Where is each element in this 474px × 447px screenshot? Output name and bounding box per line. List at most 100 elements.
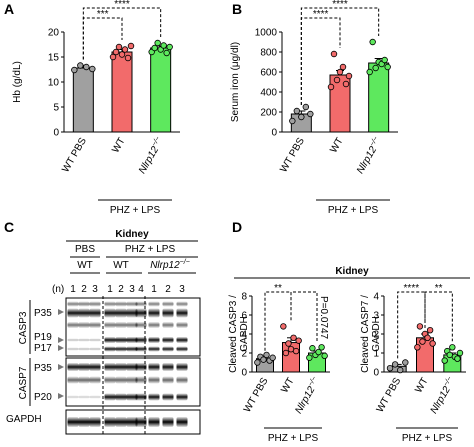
data-point-nlrp12 [151,44,158,52]
panel-d-label: D [232,219,242,235]
significance-label: ** [274,283,282,294]
panel-d2-phz-lps-label: PHZ + LPS [402,433,453,444]
data-point-nlrp12 [441,357,448,364]
band-casp3-p17 [67,347,79,351]
band-casp3-high [162,301,174,307]
band-casp3-p35 [115,308,127,318]
lane-number: 3 [179,284,185,295]
band-casp7-mid [115,376,127,384]
band-casp7-p35 [115,363,127,371]
y-tick-label: 4 [241,330,247,341]
significance-label: **** [332,0,348,10]
band-casp7-mid [89,376,101,384]
significance-label: P=0.0747 [318,296,329,340]
blot-casp7-label: CASP7 [18,366,29,399]
band-casp3-mid [126,322,138,328]
band-casp3-p19 [135,337,147,343]
blot-pbs-label: PBS [75,244,95,255]
band-casp3-mid [115,322,127,328]
band-casp3-p35 [148,308,160,318]
lane-number: 1 [107,284,113,295]
lane-number: 2 [118,284,124,295]
x-tick-label-wt: WT [279,376,296,395]
blot-gapdh-label: GAPDH [6,414,42,425]
band-casp3-high [148,301,160,307]
band-gapdh [162,417,174,427]
y-tick-label: 1000 [255,28,278,39]
y-tick-label: 0 [373,368,379,379]
panel-b-serum-iron-chart: 0 200 400 600 800 1000 Serum iron (μg/dl) WT PB… [230,0,398,176]
panel-b-phz-lps-group: PHZ + LPS [316,199,390,216]
band-casp3-p35 [176,308,188,318]
data-point-wt [416,323,424,330]
data-point-wt [115,43,123,51]
band-casp3-p17 [176,346,188,352]
band-casp3-mid [176,322,188,328]
significance-label: **** [114,0,130,10]
band-casp3-p35 [104,308,116,318]
band-casp3-p17 [78,347,90,351]
blot-casp3-label: CASP3 [18,311,29,344]
lane-number: 1 [70,284,76,295]
blot-kidney-title: Kidney [115,229,149,240]
data-point-nlrp12 [306,354,313,361]
panel-a-phz-lps-group: PHZ + LPS [98,199,172,216]
x-tick-label-wt-pbs: WT PBS [242,376,271,415]
data-point-wt-pbs [391,361,399,368]
band-gapdh [148,417,160,427]
band-casp7-p20 [162,393,174,401]
y-tick-label: 0 [271,128,277,139]
band-casp3-p19 [78,338,90,342]
band-casp3-mid [67,322,79,328]
x-tick-label-wt: WT [110,136,127,155]
data-point-wt-pbs [260,356,267,363]
band-casp7-p20 [176,393,188,401]
band-casp3-p17 [104,346,116,352]
data-point-nlrp12 [318,344,325,351]
data-point-wt [292,347,300,355]
band-casp3-high [176,301,188,307]
data-point-wt [426,327,434,334]
band-casp3-p19 [89,338,101,342]
data-point-wt [424,334,431,341]
data-point-wt-pbs [269,354,276,361]
y-axis-label: Serum iron (μg/dl) [230,42,241,122]
data-point-nlrp12 [366,68,373,76]
data-point-wt-pbs [83,63,90,71]
band-casp3-high [67,301,79,307]
band-casp7-p20-label: P20 [34,392,52,403]
data-point-wt-pbs [263,351,270,359]
y-tick-label: 15 [48,53,60,64]
y-tick-label: 800 [260,48,277,59]
data-point-nlrp12 [160,42,167,49]
panel-c-label: C [4,219,14,235]
band-arrows [58,309,64,399]
band-casp7-mid [126,376,138,384]
panel-b-label: B [232,1,242,17]
band-casp7-p35 [148,363,160,371]
y-axis-label: GAPDH [239,316,250,352]
panel-b-phz-lps-label: PHZ + LPS [328,205,379,216]
band-casp3-p19 [148,337,160,343]
y-tick-label: 4 [373,292,379,303]
data-point-nlrp12 [369,38,376,46]
data-point-nlrp12 [166,43,173,51]
data-point-nlrp12 [315,348,322,356]
data-point-wt [127,42,135,50]
lane-number: 2 [81,284,87,295]
lane-number: 3 [92,284,98,295]
x-tick-label-wt-pbs: WT PBS [375,376,404,415]
y-tick-label: 600 [260,68,277,79]
y-axis-label: GAPDH [371,316,382,352]
band-casp3-mid [104,322,116,328]
band-gapdh [104,417,116,427]
data-point-wt [118,51,126,58]
blot-n-label: (n) [52,284,64,295]
band-casp3-p17 [135,346,147,352]
data-point-wt [327,83,335,91]
nlrp12-sup: −/− [442,376,453,388]
panel-d1-phz-lps-label: PHZ + LPS [268,433,319,444]
data-point-wt [280,323,287,330]
